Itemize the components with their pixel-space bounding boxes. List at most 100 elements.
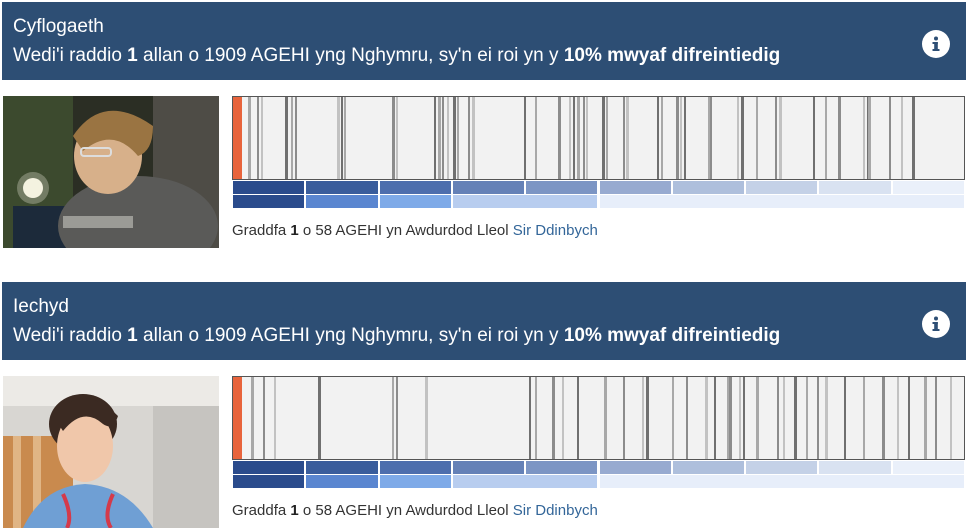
area-rank-line [816,377,819,459]
info-icon[interactable] [922,30,950,58]
decile-band [451,180,526,195]
area-rank-line [392,97,396,179]
area-rank-line [843,377,846,459]
area-rank-line [672,377,675,459]
decile-row [232,180,965,195]
info-icon[interactable] [922,310,950,338]
deprivation-band [378,194,452,209]
area-rank-line [582,97,585,179]
area-rank-line [685,377,688,459]
area-rank-line [704,377,708,459]
area-rank-line [340,97,343,179]
area-rank-line [708,97,712,179]
area-rank-line [291,97,294,179]
area-rank-line [679,97,682,179]
worker-photo [3,96,219,248]
area-rank-line [626,97,630,179]
area-rank-line [468,97,471,179]
decile-band [598,460,672,475]
area-rank-line [881,377,885,459]
area-rank-line [601,97,605,179]
area-rank-line [896,377,899,459]
decile-band [232,460,306,475]
decile-band [378,180,452,195]
area-rank-line [274,377,276,459]
area-rank-line [392,377,395,459]
area-rank-line [736,97,739,179]
area-rank-line [837,97,841,179]
decile-band [525,180,599,195]
decile-band [598,180,672,195]
section-summary: Wedi'i raddio 1 allan o 1909 AGEHI yng N… [13,45,781,66]
area-rank-line [935,377,938,459]
area-rank-line [862,377,865,459]
area-rank-line [573,97,576,179]
area-rank-line [605,97,608,179]
decile-band [378,460,452,475]
local-authority-link[interactable]: Sir Ddinbych [512,222,598,239]
rank-barcode [232,96,965,180]
decile-band [818,180,892,195]
deprivation-band [232,194,306,209]
area-rank-line [535,97,537,179]
area-rank-line [437,97,441,179]
area-rank-line [740,97,744,179]
area-rank-line [441,97,444,179]
area-rank-line [710,97,713,179]
area-rank-line [447,97,450,179]
deprivation-band [451,194,599,209]
local-authority-link[interactable]: Sir Ddinbych [512,502,598,519]
area-rank-line [866,97,869,179]
section-summary: Wedi'i raddio 1 allan o 1909 AGEHI yng N… [13,325,781,346]
decile-band [671,180,746,195]
area-rank-line [794,377,798,459]
area-rank-line [912,97,916,179]
area-rank-line [738,377,741,459]
decile-row [232,460,965,475]
decile-band [891,460,965,475]
area-rank-line [561,377,564,459]
area-rank-line [727,377,730,459]
local-authority-rank: Graddfa 1 o 58 AGEHI yn Awdurdod Lleol S… [232,502,598,519]
area-rank-line [782,377,785,459]
area-rank-line [908,377,911,459]
deprivation-band [305,474,379,489]
section-header: Iechyd Wedi'i raddio 1 allan o 1909 AGEH… [2,282,966,360]
area-rank-line [660,97,663,179]
area-rank-line [456,97,459,179]
decile-band [305,460,379,475]
deprivation-band [378,474,452,489]
area-rank-line [683,97,686,179]
area-rank-line [889,97,892,179]
highlighted-area-marker [233,377,242,459]
area-rank-line [317,377,321,459]
quintile-row [232,474,965,489]
decile-band [305,180,379,195]
area-rank-line [622,377,625,459]
area-rank-line [586,97,589,179]
area-rank-line [557,97,561,179]
decile-band [671,460,746,475]
area-rank-line [523,97,526,179]
area-rank-line [742,377,745,459]
area-rank-line [675,97,679,179]
area-rank-line [868,97,872,179]
area-rank-line [622,97,625,179]
area-rank-line [395,377,398,459]
decile-band [525,460,599,475]
area-rank-line [756,97,758,179]
quintile-row [232,194,965,209]
area-rank-line [813,97,816,179]
local-authority-rank: Graddfa 1 o 58 AGEHI yn Awdurdod Lleol S… [232,222,598,239]
deprivation-band [598,194,965,209]
nurse-photo [3,376,219,528]
area-rank-line [256,97,259,179]
area-rank-line [900,97,903,179]
area-rank-line [603,377,607,459]
area-rank-line [260,97,263,179]
area-rank-line [641,377,644,459]
area-rank-line [251,377,255,459]
deprivation-band [451,474,599,489]
section-title: Cyflogaeth [13,16,104,37]
area-rank-line [294,97,297,179]
